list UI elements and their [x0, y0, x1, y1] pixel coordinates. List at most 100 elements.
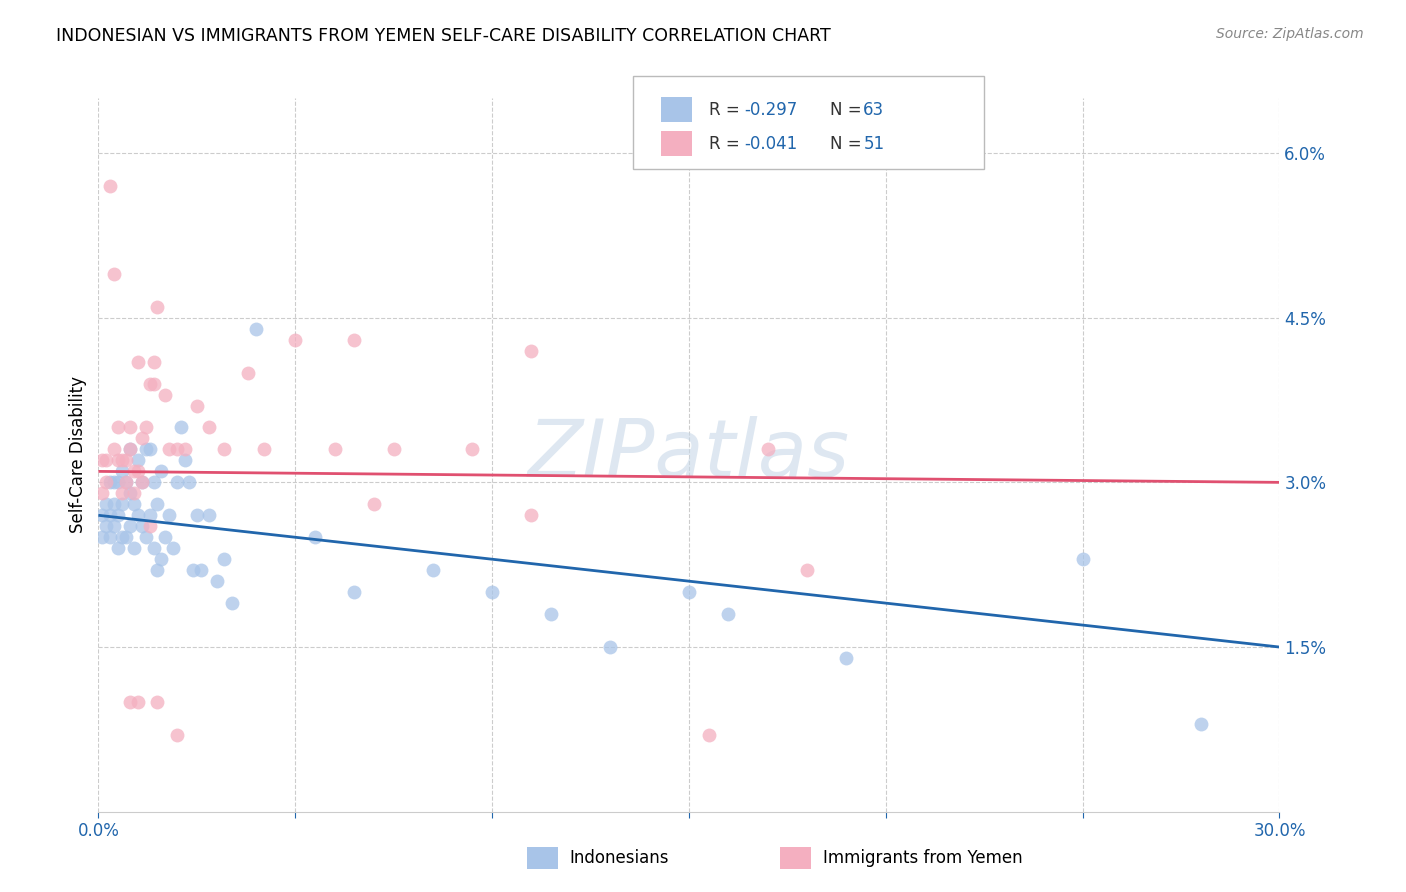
Point — [91, 453, 114, 467]
Point — [103, 267, 125, 281]
Point — [146, 497, 169, 511]
Point — [1071, 552, 1094, 566]
Text: N =: N = — [830, 101, 866, 119]
Point — [138, 519, 160, 533]
Text: R =: R = — [709, 101, 745, 119]
Point — [170, 420, 193, 434]
Point — [146, 563, 169, 577]
Point — [107, 420, 129, 434]
Point — [111, 497, 134, 511]
Point — [131, 432, 153, 446]
Point — [197, 420, 219, 434]
Point — [197, 508, 219, 523]
Point — [135, 420, 157, 434]
Point — [127, 464, 149, 478]
Point — [138, 442, 160, 457]
Point — [155, 387, 177, 401]
Point — [162, 541, 184, 556]
Point — [142, 475, 165, 490]
Point — [96, 475, 118, 490]
Point — [157, 442, 180, 457]
Point — [174, 442, 197, 457]
Point — [155, 530, 177, 544]
Text: 63: 63 — [863, 101, 884, 119]
Point — [118, 519, 141, 533]
Point — [115, 530, 138, 544]
Point — [174, 453, 197, 467]
Point — [96, 453, 118, 467]
Point — [304, 530, 326, 544]
Point — [756, 442, 779, 457]
Point — [91, 530, 114, 544]
Point — [103, 442, 125, 457]
Point — [166, 442, 188, 457]
Point — [142, 354, 165, 368]
Point — [98, 475, 121, 490]
Point — [142, 541, 165, 556]
Point — [150, 552, 173, 566]
Point — [118, 442, 141, 457]
Point — [127, 453, 149, 467]
Text: R =: R = — [709, 135, 745, 153]
Point — [98, 508, 121, 523]
Point — [142, 376, 165, 391]
Text: Indonesians: Indonesians — [569, 849, 669, 867]
Point — [520, 508, 543, 523]
Point — [131, 475, 153, 490]
Point — [91, 486, 114, 500]
Point — [96, 519, 118, 533]
Text: Immigrants from Yemen: Immigrants from Yemen — [823, 849, 1022, 867]
Point — [107, 475, 129, 490]
Point — [111, 486, 134, 500]
Point — [115, 475, 138, 490]
Point — [343, 333, 366, 347]
Point — [181, 563, 204, 577]
Point — [115, 453, 138, 467]
Point — [107, 541, 129, 556]
Y-axis label: Self-Care Disability: Self-Care Disability — [69, 376, 87, 533]
Point — [422, 563, 444, 577]
Point — [284, 333, 307, 347]
Text: INDONESIAN VS IMMIGRANTS FROM YEMEN SELF-CARE DISABILITY CORRELATION CHART: INDONESIAN VS IMMIGRANTS FROM YEMEN SELF… — [56, 27, 831, 45]
Point — [205, 574, 228, 589]
Point — [214, 552, 236, 566]
Point — [115, 475, 138, 490]
Point — [118, 695, 141, 709]
Point — [103, 519, 125, 533]
Point — [107, 508, 129, 523]
Point — [91, 508, 114, 523]
Point — [796, 563, 818, 577]
Point — [98, 530, 121, 544]
Point — [481, 585, 503, 599]
Point — [323, 442, 346, 457]
Point — [1189, 717, 1212, 731]
Point — [363, 497, 385, 511]
Point — [540, 607, 562, 621]
Point — [135, 442, 157, 457]
Text: 51: 51 — [863, 135, 884, 153]
Point — [118, 442, 141, 457]
Point — [717, 607, 740, 621]
Text: ZIPatlas: ZIPatlas — [527, 416, 851, 494]
Point — [118, 486, 141, 500]
Point — [111, 464, 134, 478]
Point — [111, 453, 134, 467]
Point — [186, 508, 208, 523]
Point — [98, 178, 121, 193]
Point — [122, 497, 145, 511]
Point — [127, 508, 149, 523]
Point — [127, 695, 149, 709]
Point — [157, 508, 180, 523]
Point — [138, 376, 160, 391]
Point — [96, 497, 118, 511]
Point — [382, 442, 405, 457]
Point — [146, 695, 169, 709]
Point — [678, 585, 700, 599]
Point — [146, 300, 169, 314]
Point — [461, 442, 484, 457]
Point — [150, 464, 173, 478]
Point — [127, 354, 149, 368]
Point — [697, 728, 720, 742]
Point — [131, 475, 153, 490]
Point — [253, 442, 276, 457]
